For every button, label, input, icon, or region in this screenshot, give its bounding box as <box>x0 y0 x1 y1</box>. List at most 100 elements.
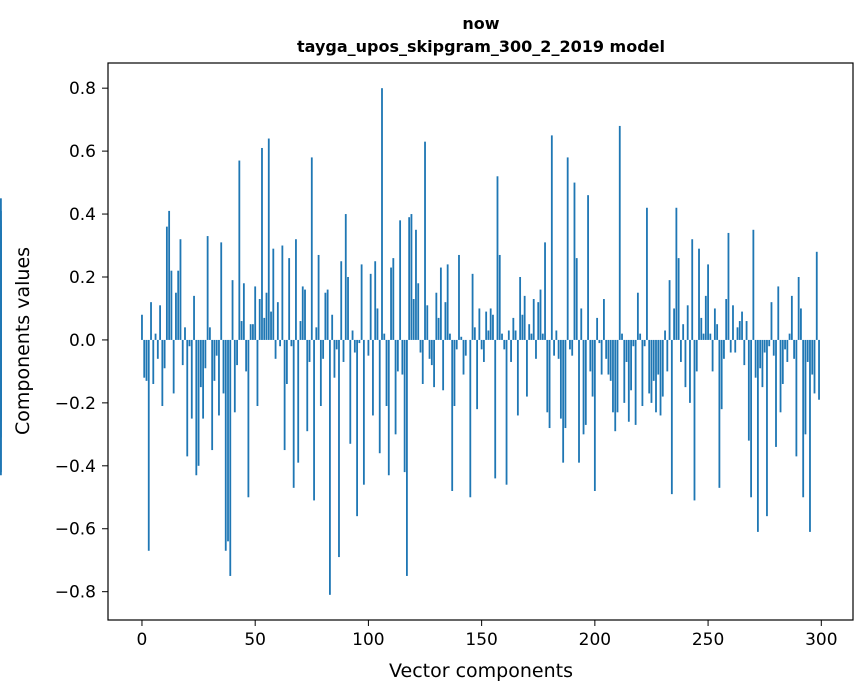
x-tick-label: 200 <box>579 630 611 650</box>
bar <box>304 289 306 340</box>
bar <box>356 339 358 517</box>
bar <box>349 339 352 444</box>
bar <box>360 264 363 340</box>
bar <box>299 321 302 340</box>
bar <box>655 339 657 413</box>
bar <box>627 339 630 422</box>
bar <box>415 229 417 340</box>
bar <box>777 286 780 340</box>
bar <box>489 308 492 340</box>
bar <box>0 339 2 350</box>
bar <box>206 236 209 340</box>
bar <box>535 339 537 359</box>
bar <box>471 273 474 340</box>
bar <box>249 324 252 340</box>
bar <box>614 339 617 432</box>
y-tick-label: 0.0 <box>69 331 96 351</box>
bar <box>684 339 687 388</box>
bar <box>496 176 499 340</box>
bar <box>766 339 768 517</box>
bar <box>369 273 372 340</box>
bar <box>197 339 200 466</box>
bar <box>213 339 216 381</box>
y-tick-label: −0.2 <box>55 394 96 414</box>
bar <box>444 302 447 340</box>
bar <box>276 302 279 340</box>
bar <box>553 339 555 356</box>
bar <box>723 339 725 359</box>
bar <box>539 289 542 340</box>
bar <box>621 333 623 340</box>
bar <box>315 327 318 340</box>
bar <box>399 220 402 340</box>
bar <box>698 248 700 340</box>
bar <box>795 339 798 457</box>
x-tick-label: 100 <box>352 630 384 650</box>
bar <box>668 280 671 340</box>
bar <box>659 339 662 416</box>
bar <box>442 339 445 391</box>
bar <box>233 339 236 413</box>
bar <box>156 339 159 359</box>
bar <box>263 317 266 340</box>
bar <box>190 339 193 419</box>
bar <box>435 292 438 340</box>
bar <box>593 339 596 491</box>
bar <box>258 299 261 340</box>
bar <box>335 339 338 350</box>
bar <box>308 339 311 362</box>
bar <box>657 339 660 375</box>
bar <box>786 339 789 362</box>
bar <box>713 308 716 340</box>
bar <box>424 141 426 340</box>
bar <box>741 311 743 340</box>
bar <box>718 339 721 488</box>
bar <box>691 239 694 340</box>
bar <box>329 339 331 595</box>
bar <box>372 339 374 416</box>
y-tick-label: 0.2 <box>69 268 96 288</box>
bar <box>428 339 431 359</box>
bar <box>498 254 501 340</box>
bar <box>317 254 320 340</box>
bar <box>809 339 811 532</box>
bar <box>224 339 227 551</box>
bar <box>779 339 782 413</box>
bar <box>648 339 651 394</box>
bar <box>292 339 295 488</box>
bar <box>605 339 608 359</box>
bar <box>485 311 488 340</box>
bar <box>310 157 313 340</box>
bar <box>759 339 762 369</box>
bar <box>487 330 490 340</box>
bar <box>514 330 517 340</box>
bar <box>505 339 508 485</box>
bar <box>358 339 361 344</box>
bar <box>333 339 336 378</box>
bar <box>702 333 705 340</box>
bar <box>168 210 171 340</box>
bar <box>661 339 664 397</box>
bar <box>544 242 546 340</box>
bar <box>797 276 800 340</box>
y-tick-label: 0.6 <box>69 142 96 162</box>
bar <box>639 333 642 340</box>
bar <box>193 295 195 340</box>
bar <box>256 339 259 407</box>
bar <box>482 339 485 362</box>
bar <box>410 214 413 340</box>
bar <box>306 339 309 432</box>
bar <box>401 339 404 375</box>
bar <box>412 299 415 340</box>
bar <box>630 339 632 391</box>
bar <box>555 330 558 340</box>
bar <box>612 339 614 413</box>
bar <box>756 339 759 532</box>
bar <box>670 339 673 495</box>
bar <box>199 339 202 388</box>
bar <box>446 264 449 340</box>
bar <box>616 339 619 413</box>
bar <box>430 339 433 366</box>
bar <box>342 339 345 362</box>
